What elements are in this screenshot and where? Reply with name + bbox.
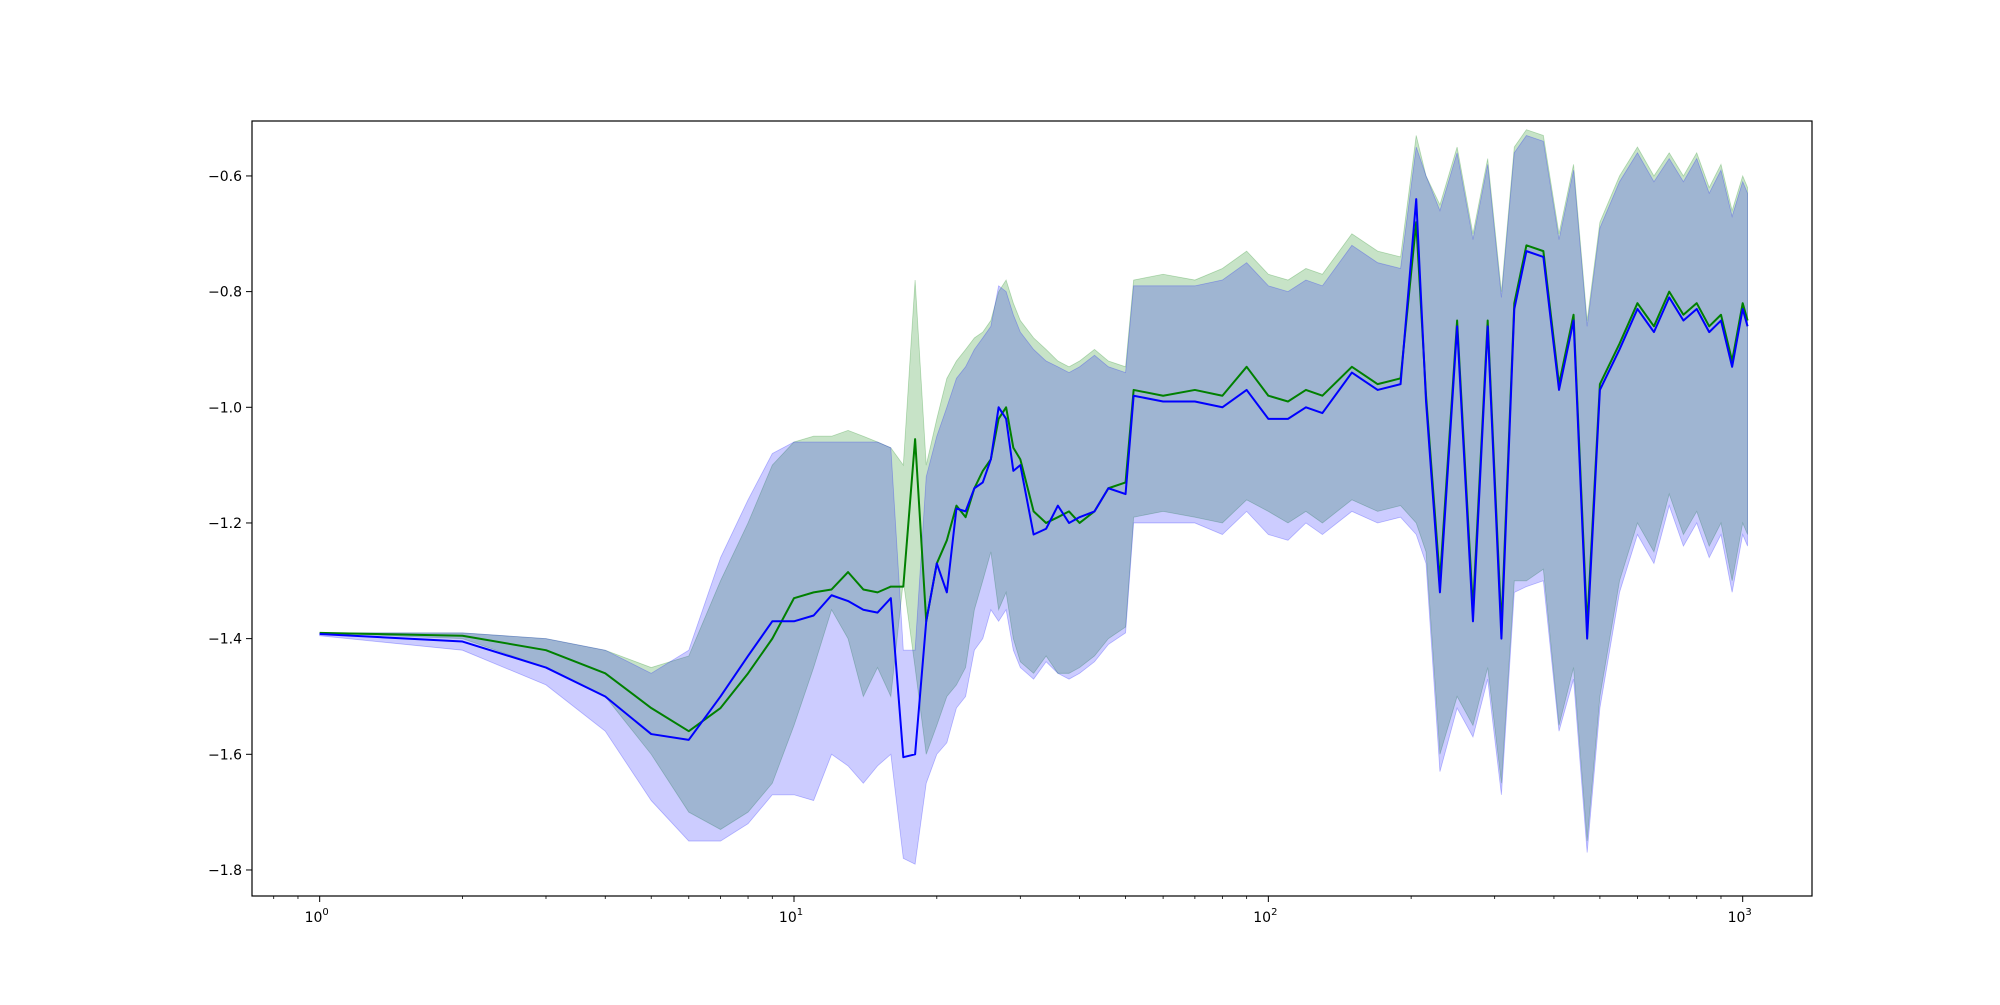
y-tick-label: −1.6 [208, 747, 242, 763]
x-tick-label: 101 [779, 907, 803, 926]
series-2-line [319, 198, 1749, 759]
series-lines [319, 198, 1749, 759]
series-1-band [319, 129, 1748, 842]
y-tick-label: −1.8 [208, 863, 242, 879]
y-axis: −0.6 −0.8 −1.0 −1.2 −1.4 −1.6 −1.8 [208, 169, 252, 879]
y-tick-label: −0.6 [208, 169, 242, 185]
y-tick-label: −1.4 [208, 632, 242, 648]
y-tick-label: −1.2 [208, 516, 242, 532]
x-axis: 100 101 102 103 [273, 896, 1752, 926]
confidence-bands [319, 129, 1748, 865]
x-tick-label: 100 [305, 907, 329, 926]
y-tick-label: −1.0 [208, 400, 242, 416]
y-tick-label: −0.8 [208, 285, 242, 301]
x-tick-label: 103 [1728, 907, 1752, 926]
x-tick-label: 102 [1253, 907, 1277, 926]
plot-area-frame [251, 120, 1813, 897]
series-2-band [319, 134, 1748, 865]
